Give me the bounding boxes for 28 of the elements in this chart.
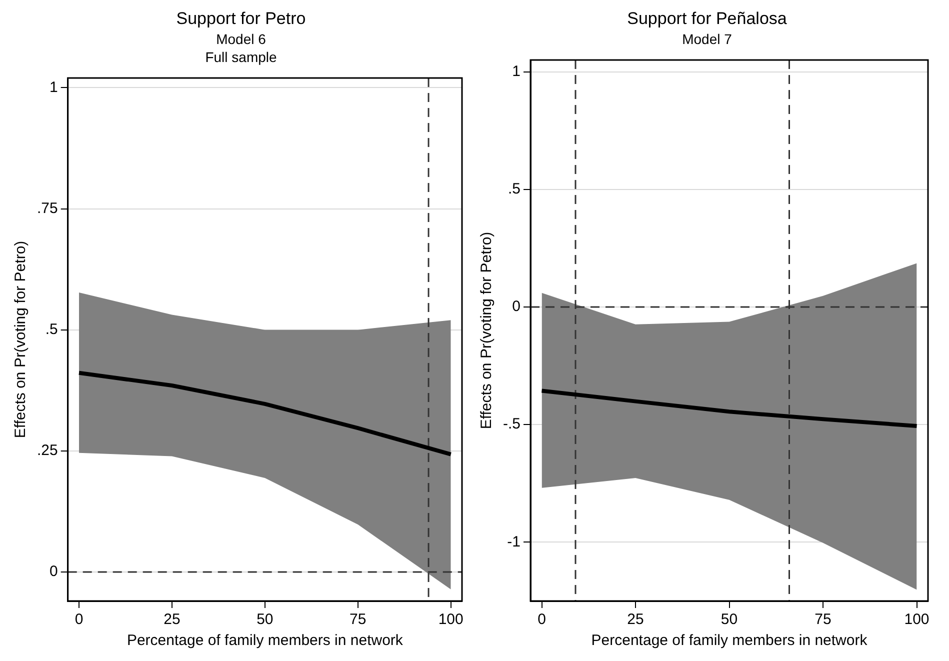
y-tick-label: 1 — [512, 62, 521, 80]
y-tick-label: .25 — [36, 442, 58, 460]
x-tick-label: 75 — [814, 611, 832, 628]
x-tick-label: 75 — [350, 611, 366, 628]
y-tick-label: 0 — [50, 563, 58, 580]
x-tick-label: 25 — [164, 611, 180, 628]
y-tick-label: 1 — [50, 78, 58, 96]
y-tick-label: 0 — [512, 298, 521, 316]
chart-subtitle: Model 7 — [681, 30, 733, 48]
x-tick-label: 25 — [627, 611, 644, 628]
y-axis-title: Effects on Pr(voting for Petro) — [478, 232, 496, 430]
chart-title: Support for Peñalosa — [626, 8, 788, 30]
y-tick-label: .5 — [508, 180, 521, 198]
y-tick-label: .75 — [36, 200, 58, 217]
chart-title: Support for Petro — [175, 8, 307, 30]
y-tick-label: -.5 — [502, 416, 521, 433]
x-tick-label: 100 — [904, 611, 930, 628]
x-axis-title: Percentage of family members in network — [591, 632, 868, 650]
chart-subtitle: Model 6 Full sample — [204, 30, 278, 66]
y-tick-label: -1 — [507, 533, 521, 550]
x-tick-label: 50 — [256, 611, 274, 628]
x-tick-label: 50 — [720, 611, 738, 628]
y-axis-title: Effects on Pr(voting for Petro) — [12, 240, 30, 438]
y-tick-label: .5 — [45, 320, 58, 338]
x-tick-label: 100 — [438, 611, 464, 628]
x-tick-label: 0 — [74, 611, 84, 628]
x-tick-label: 0 — [538, 611, 546, 628]
x-axis-title: Percentage of family members in network — [126, 632, 404, 650]
